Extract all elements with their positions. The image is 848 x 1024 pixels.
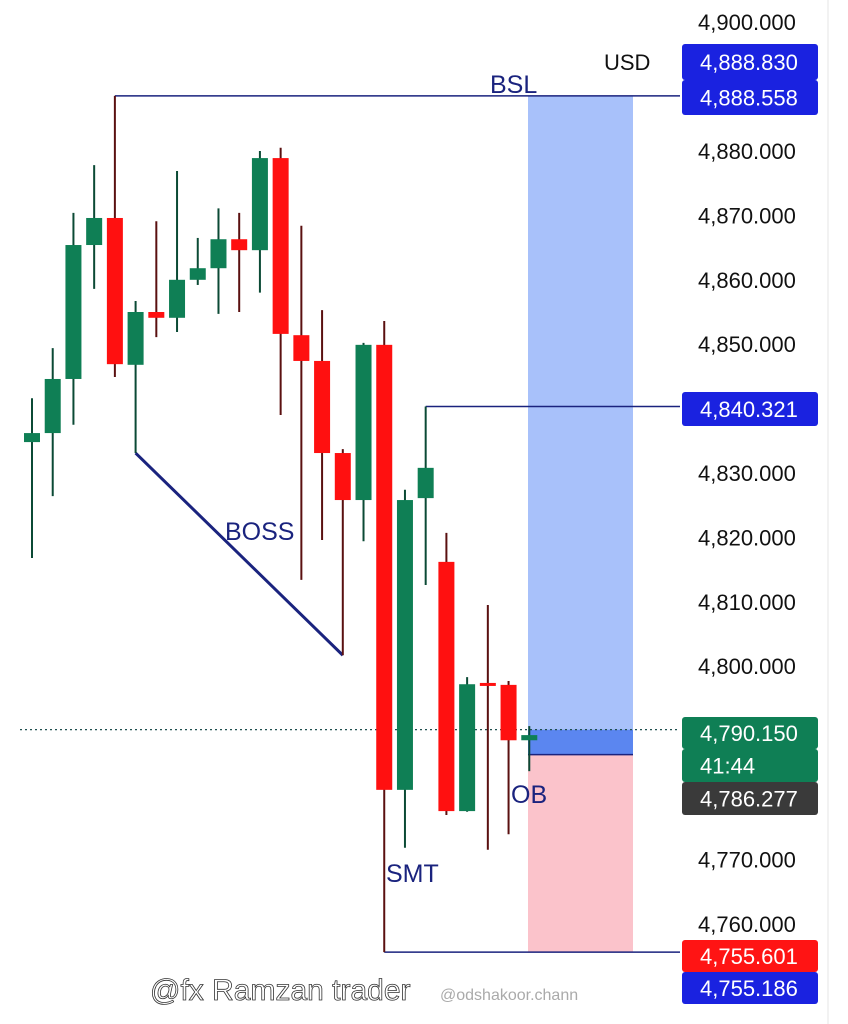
- target-zone: [528, 95, 633, 730]
- position-zones: [528, 95, 633, 953]
- candle-bearish: [500, 684, 517, 741]
- price-label-box: [682, 392, 818, 426]
- y-tick-label: 4,860.000: [698, 268, 796, 293]
- boss-label: BOSS: [225, 518, 294, 546]
- watermark-secondary: @odshakoor.chann: [440, 987, 578, 1004]
- price-label-box: [682, 80, 818, 115]
- candle-bearish: [293, 335, 310, 361]
- price-label: 4,755.186: [700, 976, 798, 1001]
- boss-line: [134, 451, 344, 657]
- price-axis[interactable]: 4,900.000 4,880.000 4,870.000 4,860.000 4,85…: [698, 10, 796, 937]
- y-tick-label: 4,900.000: [698, 10, 796, 35]
- price-label: 4,840.321: [700, 397, 798, 422]
- price-label-box: [682, 44, 818, 80]
- candle-bullish: [127, 312, 144, 365]
- candle-bullish: [355, 344, 372, 501]
- candle-bearish: [231, 239, 248, 251]
- price-label-box: [682, 749, 818, 782]
- candle-bullish: [189, 268, 206, 280]
- candle-bullish: [65, 245, 82, 379]
- price-label-box: [682, 782, 818, 815]
- stop-zone: [528, 754, 633, 953]
- y-tick-label: 4,760.000: [698, 912, 796, 937]
- price-label: 4,888.830: [700, 50, 798, 75]
- watermark-main: @fx Ramzan trader: [150, 974, 411, 1007]
- currency-label: USD: [604, 50, 650, 75]
- y-tick-label: 4,850.000: [698, 332, 796, 357]
- price-label: 4,755.601: [700, 944, 798, 969]
- price-label: 41:44: [700, 754, 755, 779]
- candle-bullish: [521, 735, 538, 741]
- price-label: 4,786.277: [700, 787, 798, 812]
- candle-bullish: [459, 684, 476, 812]
- bsl-label: BSL: [490, 71, 537, 99]
- candle-bearish: [376, 344, 393, 790]
- candle-bearish: [314, 360, 331, 454]
- candles: [24, 95, 538, 953]
- candle-bearish: [106, 217, 123, 365]
- candle-bullish: [24, 433, 40, 443]
- candle-bearish: [148, 312, 165, 318]
- y-tick-label: 4,820.000: [698, 525, 796, 550]
- y-tick-label: 4,870.000: [698, 203, 796, 228]
- price-labels: 4,888.830 4,888.558 4,840.321 4,790.150 41:4…: [682, 44, 818, 1004]
- candle-bullish: [44, 378, 61, 434]
- price-label: 4,790.150: [700, 721, 798, 746]
- ob-label: OB: [511, 781, 547, 809]
- candle-bullish: [417, 467, 434, 499]
- candle-bearish: [272, 158, 289, 334]
- candle-bearish: [334, 453, 351, 501]
- y-tick-label: 4,800.000: [698, 654, 796, 679]
- y-tick-label: 4,880.000: [698, 139, 796, 164]
- candle-bearish: [438, 561, 455, 812]
- price-label-box: [682, 940, 818, 972]
- candle-bullish: [396, 500, 413, 790]
- y-tick-label: 4,770.000: [698, 847, 796, 872]
- price-label-box: [682, 972, 818, 1004]
- candle-bullish: [210, 239, 227, 269]
- smt-label: SMT: [386, 860, 439, 888]
- candle-bullish: [251, 158, 268, 251]
- y-tick-label: 4,830.000: [698, 461, 796, 486]
- candle-bullish: [86, 217, 103, 246]
- annotation-lines: [20, 95, 680, 953]
- price-label-box: [682, 717, 818, 749]
- entry-zone: [528, 729, 633, 755]
- y-tick-label: 4,810.000: [698, 590, 796, 615]
- candle-bullish: [169, 279, 186, 318]
- price-label: 4,888.558: [700, 86, 798, 111]
- candle-bearish: [479, 682, 496, 686]
